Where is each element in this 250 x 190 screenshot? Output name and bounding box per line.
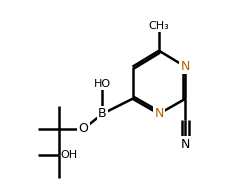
Text: B: B	[98, 107, 107, 120]
Text: N: N	[154, 107, 164, 120]
Text: N: N	[181, 138, 190, 150]
Text: CH₃: CH₃	[148, 21, 169, 31]
Text: OH: OH	[61, 150, 78, 160]
Text: HO: HO	[94, 79, 111, 89]
Text: N: N	[181, 60, 190, 73]
Text: O: O	[78, 122, 88, 135]
